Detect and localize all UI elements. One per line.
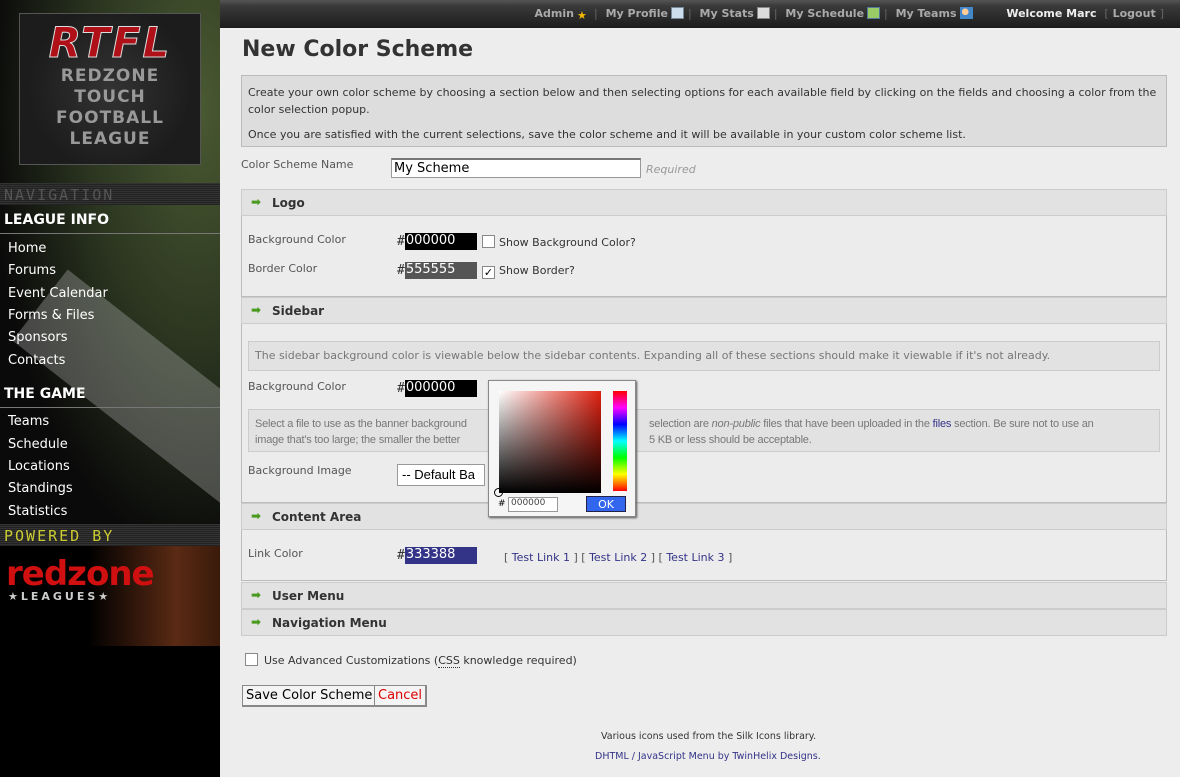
- site-logo[interactable]: RTFL REDZONE TOUCH FOOTBALL LEAGUE: [19, 13, 201, 165]
- nav-sponsors[interactable]: Sponsors: [8, 330, 68, 345]
- footer-twinhelix[interactable]: DHTML / JavaScript Menu by TwinHelix Des…: [595, 751, 821, 762]
- intro-text: Create your own color scheme by choosing…: [248, 86, 1157, 116]
- arrow-right-icon: ➡: [251, 509, 262, 523]
- navigation-band: NAVIGATION: [0, 183, 220, 205]
- calculator-icon: [756, 7, 770, 19]
- my-schedule-link[interactable]: My Schedule: [785, 7, 881, 20]
- save-button[interactable]: Save Color Scheme: [242, 685, 378, 707]
- redzone-leagues-logo[interactable]: redzone ★LEAGUES★: [0, 546, 220, 646]
- nav-teams[interactable]: Teams: [8, 414, 50, 429]
- scheme-name-label: Color Scheme Name: [241, 158, 354, 171]
- logo-line: TOUCH: [74, 87, 146, 107]
- the-game-heading: THE GAME: [0, 386, 220, 408]
- files-link[interactable]: files: [932, 418, 952, 430]
- test-links: [ Test Link 1 ] [ Test Link 2 ] [ Test L…: [504, 551, 733, 564]
- league-info-heading: LEAGUE INFO: [0, 212, 220, 234]
- sidebar: RTFL REDZONE TOUCH FOOTBALL LEAGUE NAVIG…: [0, 0, 220, 777]
- ok-button[interactable]: OK: [586, 496, 626, 512]
- scheme-name-input[interactable]: [391, 158, 641, 178]
- sidebar-note: The sidebar background color is viewable…: [248, 341, 1160, 371]
- nav-statistics[interactable]: Statistics: [8, 504, 68, 519]
- section-logo-body: Background Color #000000 Show Background…: [241, 216, 1167, 297]
- my-stats-link[interactable]: My Stats: [700, 7, 770, 20]
- hash-label: #: [498, 499, 506, 509]
- welcome-text: Welcome Marc: [1006, 7, 1097, 20]
- section-user-menu-header[interactable]: ➡ User Menu: [241, 582, 1167, 609]
- top-bar: Admin ★ | My Profile | My Stats | My Schedul…: [220, 0, 1180, 28]
- section-content-area-body: Link Color #333388 [ Test Link 1 ] [ Tes…: [241, 530, 1167, 581]
- admin-link[interactable]: Admin ★: [535, 7, 590, 22]
- section-content-area-header[interactable]: ➡ Content Area: [241, 503, 1167, 530]
- logo-line: FOOTBALL: [56, 108, 164, 128]
- logo-line: REDZONE: [60, 66, 160, 86]
- calendar-icon: [867, 7, 881, 19]
- footer-silk-icons: Various icons used from the Silk Icons l…: [601, 731, 817, 742]
- nav-locations[interactable]: Locations: [8, 459, 70, 474]
- background-image-note: Select a file to use as the banner backg…: [248, 409, 1160, 452]
- group-icon: [959, 7, 973, 19]
- cancel-button[interactable]: Cancel: [374, 685, 428, 707]
- vcard-icon: [670, 7, 684, 19]
- sidebar-bg-label: Background Color: [248, 380, 346, 393]
- nav-home[interactable]: Home: [8, 241, 47, 256]
- bg-image-select[interactable]: -- Default Ba: [397, 464, 485, 486]
- logo-border-color-field[interactable]: #555555: [397, 262, 477, 279]
- leagues-logo-text: ★LEAGUES★: [8, 590, 112, 603]
- powered-by-band: POWERED BY: [0, 524, 220, 546]
- section-sidebar-header[interactable]: ➡ Sidebar: [241, 297, 1167, 324]
- show-border-checkbox[interactable]: ✓ Show Border?: [482, 264, 575, 279]
- nav-schedule[interactable]: Schedule: [8, 437, 68, 452]
- my-profile-link[interactable]: My Profile: [606, 7, 684, 20]
- section-navigation-menu-header[interactable]: ➡ Navigation Menu: [241, 609, 1167, 636]
- picker-cursor[interactable]: [494, 488, 503, 497]
- link-color-label: Link Color: [248, 547, 303, 560]
- page-title: New Color Scheme: [242, 37, 474, 62]
- link-color-field[interactable]: #333388: [397, 547, 477, 564]
- sidebar-bg-color-field[interactable]: #000000: [397, 380, 477, 397]
- bg-image-label: Background Image: [248, 464, 352, 477]
- logout-link[interactable]: Logout: [1112, 7, 1156, 20]
- saturation-value-square[interactable]: [499, 391, 601, 493]
- test-link-3[interactable]: Test Link 3: [666, 551, 725, 564]
- test-link-2[interactable]: Test Link 2: [589, 551, 648, 564]
- logo-border-label: Border Color: [248, 262, 318, 275]
- nav-contacts[interactable]: Contacts: [8, 353, 66, 368]
- intro-text: Once you are satisfied with the current …: [248, 128, 966, 141]
- section-logo-header[interactable]: ➡ Logo: [241, 189, 1167, 216]
- logo-abbr: RTFL: [48, 18, 172, 67]
- arrow-right-icon: ➡: [251, 195, 262, 209]
- nav-forms-files[interactable]: Forms & Files: [8, 308, 95, 323]
- arrow-right-icon: ➡: [251, 303, 262, 317]
- hue-slider[interactable]: [613, 391, 627, 491]
- star-icon: ★: [577, 9, 587, 22]
- arrow-right-icon: ➡: [251, 615, 262, 629]
- arrow-right-icon: ➡: [251, 588, 262, 602]
- hex-input[interactable]: 000000: [508, 497, 558, 512]
- nav-forums[interactable]: Forums: [8, 263, 56, 278]
- color-picker-popup: # 000000 OK: [488, 380, 636, 517]
- redzone-logo-text: redzone: [6, 554, 155, 594]
- required-hint: Required: [646, 163, 696, 176]
- nav-event-calendar[interactable]: Event Calendar: [8, 286, 108, 301]
- logo-line: LEAGUE: [69, 129, 151, 149]
- intro-box: Create your own color scheme by choosing…: [241, 75, 1167, 147]
- show-bg-checkbox[interactable]: Show Background Color?: [482, 235, 636, 249]
- logo-bg-color-field[interactable]: #000000: [397, 233, 477, 250]
- logo-bg-label: Background Color: [248, 233, 346, 246]
- advanced-checkbox[interactable]: Use Advanced Customizations (CSS knowled…: [245, 653, 577, 668]
- test-link-1[interactable]: Test Link 1: [511, 551, 570, 564]
- my-teams-link[interactable]: My Teams: [896, 7, 973, 20]
- nav-standings[interactable]: Standings: [8, 481, 73, 496]
- section-sidebar-body: The sidebar background color is viewable…: [241, 324, 1167, 503]
